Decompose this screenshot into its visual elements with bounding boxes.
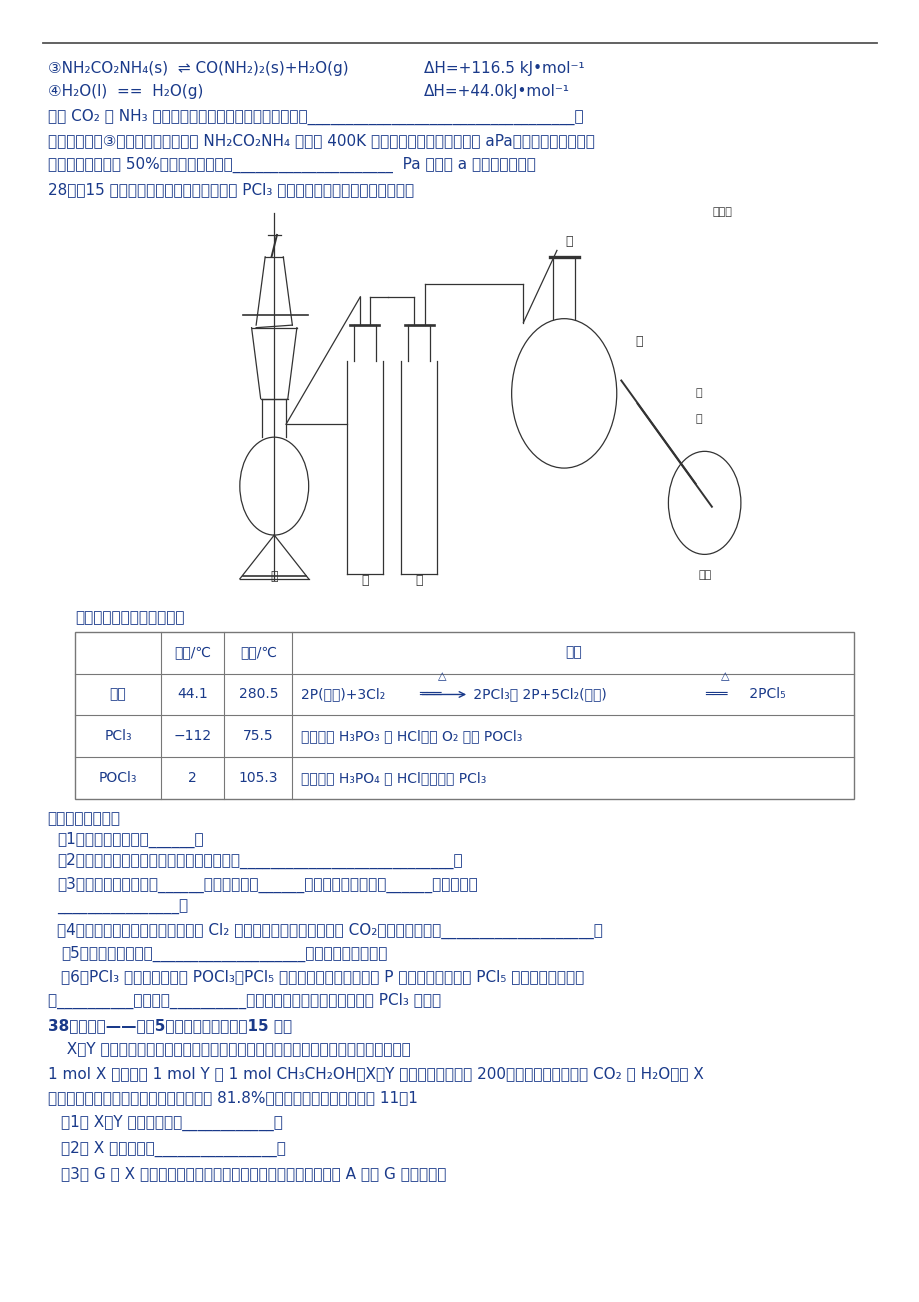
Text: （6）PCl₃ 粗产品中常含有 POCl₃、PCl₅ 等，加入黄磷（化学式用 P 表示）经加热除去 PCl₅ 的化学反应方程式: （6）PCl₃ 粗产品中常含有 POCl₃、PCl₅ 等，加入黄磷（化学式用 P… [62, 969, 584, 984]
Text: 乙: 乙 [361, 574, 369, 587]
Text: 38．《化学——选修5：有机化学基础》（15 分）: 38．《化学——选修5：有机化学基础》（15 分） [48, 1018, 291, 1032]
Text: （3）乙中盛放的试剂是______．，其作用是______；丙中盛放的试剂是______，其作用是: （3）乙中盛放的试剂是______．，其作用是______；丙中盛放的试剂是__… [57, 876, 477, 893]
Text: 沧点/℃: 沧点/℃ [240, 646, 277, 660]
Text: 2P(过量)+3Cl₂: 2P(过量)+3Cl₂ [301, 687, 385, 702]
Text: ═══: ═══ [704, 687, 726, 700]
Text: POCl₃: POCl₃ [98, 771, 137, 785]
Text: 丁: 丁 [564, 234, 572, 247]
Text: −112: −112 [174, 729, 211, 743]
Text: （5）碟石灿的作用是____________________（答出一条即可）。: （5）碟石灿的作用是____________________（答出一条即可）。 [62, 947, 387, 962]
Text: 戊: 戊 [634, 336, 641, 349]
Text: 105.3: 105.3 [238, 771, 278, 785]
Text: 碟石灿: 碟石灿 [712, 207, 732, 216]
Text: （1）仗器戍的名称为______。: （1）仗器戍的名称为______。 [57, 832, 203, 848]
Text: 水: 水 [695, 388, 701, 398]
Text: 燔点/℃: 燔点/℃ [174, 646, 211, 660]
Text: 44.1: 44.1 [177, 687, 208, 702]
Text: 丙: 丙 [415, 574, 423, 587]
Bar [74, 631, 853, 799]
Text: 将体系的体积增加 50%，则体系的压强是_____________________  Pa （用含 a 的式子表示）。: 将体系的体积增加 50%，则体系的压强是____________________… [48, 156, 535, 173]
Text: PCl₃: PCl₃ [104, 729, 131, 743]
Text: △: △ [720, 672, 729, 681]
Text: 冰水: 冰水 [698, 570, 710, 581]
Text: ═══: ═══ [419, 687, 441, 700]
Text: 2: 2 [188, 771, 197, 785]
Text: 280.5: 280.5 [238, 687, 278, 702]
Text: 请回答下列问题：: 请回答下列问题： [48, 811, 120, 825]
Text: ΔH=+44.0kJ•mol⁻¹: ΔH=+44.0kJ•mol⁻¹ [424, 85, 569, 99]
Text: 其他: 其他 [564, 646, 581, 660]
Text: （2） X 的分子式是________________。: （2） X 的分子式是________________。 [62, 1141, 286, 1156]
Text: 28．（15 分）如图是某化学兴趣小组制备 PCl₃ 的实验装置（部分付器已省略）：: 28．（15 分）如图是某化学兴趣小组制备 PCl₃ 的实验装置（部分付器已省略… [48, 182, 414, 197]
Text: （4）向仗器丁中通入干燥、纯净的 Cl₂ 之前，应先通入一段时间的 CO₂，其目的主要是____________________。: （4）向仗器丁中通入干燥、纯净的 Cl₂ 之前，应先通入一段时间的 CO₂，其目… [57, 923, 602, 939]
Text: 1 mol X 水解得到 1 mol Y 和 1 mol CH₃CH₂OH，X、Y 的分子量都不超过 200，完全燃烧都只生成 CO₂ 和 H₂O。且 X: 1 mol X 水解得到 1 mol Y 和 1 mol CH₃CH₂OH，X、… [48, 1066, 703, 1081]
Text: 遇水生成 H₃PO₄ 和 HCl，能溦于 PCl₃: 遇水生成 H₃PO₄ 和 HCl，能溦于 PCl₃ [301, 771, 486, 785]
Text: 有关物质的部分性质如下：: 有关物质的部分性质如下： [74, 609, 184, 625]
Text: （3） G 和 X 互为同分异构体，且具有相同的官能团，用芳香精 A 合成 G 路线如下：: （3） G 和 X 互为同分异构体，且具有相同的官能团，用芳香精 A 合成 G … [62, 1167, 447, 1181]
Text: ④H₂O(l)  ==  H₂O(g): ④H₂O(l) == H₂O(g) [48, 85, 203, 99]
Text: 75.5: 75.5 [243, 729, 274, 743]
Text: 黄磷: 黄磷 [109, 687, 126, 702]
Text: 遇水生成 H₃PO₃ 和 HCl，遇 O₂ 生成 POCl₃: 遇水生成 H₃PO₃ 和 HCl，遇 O₂ 生成 POCl₃ [301, 729, 522, 743]
Text: 对于上述反应③在密闭容器中将过量 NH₂CO₂NH₄ 固体于 400K 下分解，平衡时体系压强为 aPa，若反应温度不变，: 对于上述反应③在密闭容器中将过量 NH₂CO₂NH₄ 固体于 400K 下分解，… [48, 133, 594, 148]
Text: ③NH₂CO₂NH₄(s)  ⇌ CO(NH₂)₂(s)+H₂O(g): ③NH₂CO₂NH₄(s) ⇌ CO(NH₂)₂(s)+H₂O(g) [48, 61, 348, 76]
Text: ΔH=+116.5 kJ•mol⁻¹: ΔH=+116.5 kJ•mol⁻¹ [424, 61, 584, 76]
Text: △: △ [437, 672, 446, 681]
Text: （2）实验时甲中所发生反应的化学方程式为____________________________。: （2）实验时甲中所发生反应的化学方程式为____________________… [57, 853, 462, 870]
Text: ________________。: ________________。 [57, 900, 187, 914]
Text: 分子中碳和氢元素总的质量百分含量约为 81.8%，且碳与氢元素的质量比为 11：1: 分子中碳和氢元素总的质量百分含量约为 81.8%，且碳与氢元素的质量比为 11：… [48, 1090, 417, 1105]
Text: 写出 CO₂ 与 NH₃ 合成尿素和液态水的热化学反应方程式___________________________________；: 写出 CO₂ 与 NH₃ 合成尿素和液态水的热化学反应方程式__________… [48, 108, 583, 125]
Text: 甲: 甲 [270, 570, 278, 583]
Text: 2PCl₅: 2PCl₅ [744, 687, 785, 702]
Text: X、Y 都是芳香族化合物，均为常见食用香精，广泛用于化妆品、糖果及调味品中。: X、Y 都是芳香族化合物，均为常见食用香精，广泛用于化妆品、糖果及调味品中。 [57, 1042, 410, 1056]
Text: （1） X、Y 分子量之差为____________。: （1） X、Y 分子量之差为____________。 [62, 1115, 283, 1131]
Text: 水: 水 [695, 414, 701, 424]
Text: 为__________，后通过__________（填实验操作名称），即可得到 PCl₃ 纯品。: 为__________，后通过__________（填实验操作名称），即可得到 … [48, 992, 440, 1009]
Text: 2PCl₃； 2P+5Cl₂(过量): 2PCl₃； 2P+5Cl₂(过量) [469, 687, 607, 702]
